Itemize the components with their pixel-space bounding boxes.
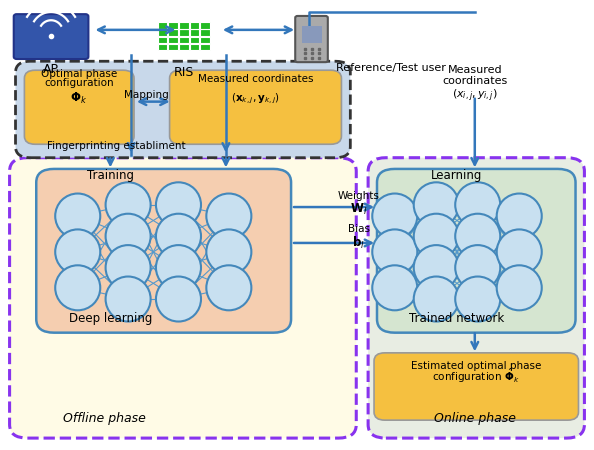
Bar [189, 36, 199, 43]
Bar [158, 29, 168, 36]
Text: Optimal phase: Optimal phase [41, 69, 117, 79]
Text: $\mathbf{W}_l$: $\mathbf{W}_l$ [350, 202, 367, 217]
Bar [189, 22, 199, 28]
Bar [200, 22, 210, 28]
Ellipse shape [156, 276, 201, 321]
Bar [189, 29, 199, 36]
Bar [179, 29, 188, 36]
Ellipse shape [106, 214, 151, 259]
Ellipse shape [206, 194, 251, 238]
Text: $\mathbf{\Phi}_k$: $\mathbf{\Phi}_k$ [70, 90, 87, 106]
Ellipse shape [455, 182, 500, 227]
Ellipse shape [55, 194, 100, 238]
Text: Mapping: Mapping [124, 90, 168, 100]
FancyBboxPatch shape [374, 353, 579, 420]
Text: Measured: Measured [447, 65, 502, 75]
Bar [169, 22, 178, 28]
Text: $(x_{i,j}, y_{i,j})$: $(x_{i,j}, y_{i,j})$ [452, 88, 498, 104]
Bar [302, 26, 322, 43]
Ellipse shape [55, 266, 100, 310]
Ellipse shape [497, 266, 542, 310]
Text: Reference/Test user: Reference/Test user [336, 63, 446, 73]
Ellipse shape [106, 276, 151, 321]
Ellipse shape [156, 214, 201, 259]
Text: $\mathbf{b}_l$: $\mathbf{b}_l$ [352, 235, 365, 251]
FancyBboxPatch shape [14, 14, 89, 59]
Text: AP: AP [43, 63, 59, 76]
Ellipse shape [414, 182, 459, 227]
Ellipse shape [106, 245, 151, 290]
Bar [158, 44, 168, 50]
Text: Deep learning: Deep learning [69, 311, 152, 324]
Bar [158, 36, 168, 43]
Bar [169, 36, 178, 43]
Ellipse shape [156, 245, 201, 290]
Ellipse shape [106, 182, 151, 227]
Text: Online phase: Online phase [434, 412, 516, 425]
Text: coordinates: coordinates [442, 76, 507, 86]
FancyBboxPatch shape [10, 158, 356, 438]
Text: Trained network: Trained network [409, 311, 505, 324]
Text: Weights: Weights [338, 191, 380, 201]
FancyBboxPatch shape [170, 70, 342, 144]
Ellipse shape [206, 266, 251, 310]
Ellipse shape [372, 266, 418, 310]
FancyBboxPatch shape [36, 169, 291, 333]
Ellipse shape [455, 214, 500, 259]
Text: Training: Training [87, 169, 134, 182]
Bar [179, 36, 188, 43]
Bar [200, 29, 210, 36]
Ellipse shape [55, 230, 100, 274]
FancyBboxPatch shape [24, 70, 134, 144]
Text: configuration $\hat{\mathbf{\Phi}}_k$: configuration $\hat{\mathbf{\Phi}}_k$ [432, 367, 520, 385]
FancyBboxPatch shape [295, 16, 328, 62]
Ellipse shape [206, 230, 251, 274]
Ellipse shape [372, 194, 418, 238]
Ellipse shape [414, 245, 459, 290]
Ellipse shape [414, 214, 459, 259]
Ellipse shape [372, 230, 418, 274]
FancyBboxPatch shape [368, 158, 584, 438]
Text: Estimated optimal phase: Estimated optimal phase [411, 361, 541, 371]
Bar [200, 36, 210, 43]
Text: Measured coordinates: Measured coordinates [198, 74, 313, 84]
Bar [169, 44, 178, 50]
Bar [158, 22, 168, 28]
Text: configuration: configuration [44, 78, 113, 88]
Bar [179, 44, 188, 50]
Text: Bias: Bias [347, 225, 369, 234]
Bar [169, 29, 178, 36]
FancyBboxPatch shape [377, 169, 576, 333]
Bar [179, 22, 188, 28]
Text: Fingerprinting establiment: Fingerprinting establiment [47, 141, 185, 151]
Ellipse shape [497, 194, 542, 238]
Text: Learning: Learning [431, 169, 483, 182]
Ellipse shape [455, 245, 500, 290]
Text: Offline phase: Offline phase [63, 412, 146, 425]
Bar [189, 44, 199, 50]
Ellipse shape [497, 230, 542, 274]
Ellipse shape [455, 276, 500, 321]
Ellipse shape [156, 182, 201, 227]
Ellipse shape [414, 276, 459, 321]
Bar [200, 44, 210, 50]
Text: $(\mathbf{x}_{k,j}, \mathbf{y}_{k,j})$: $(\mathbf{x}_{k,j}, \mathbf{y}_{k,j})$ [231, 91, 280, 106]
Text: RIS: RIS [174, 66, 195, 79]
FancyBboxPatch shape [15, 61, 350, 158]
